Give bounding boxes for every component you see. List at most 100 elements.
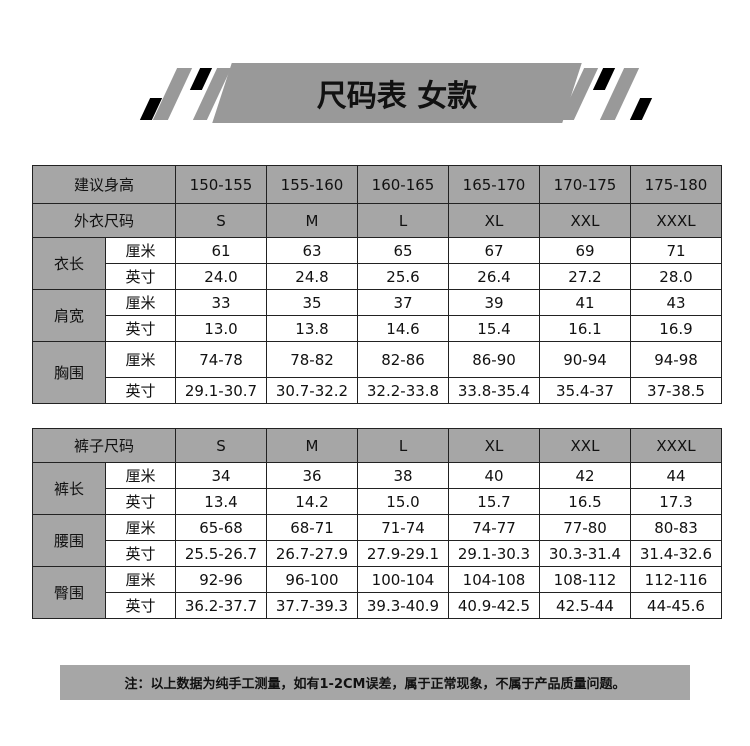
value-cell: 31.4-32.6 <box>630 540 722 567</box>
value-cell: 100-104 <box>357 566 449 593</box>
value-cell: 44-45.6 <box>630 592 722 619</box>
value-cell: 67 <box>448 237 540 264</box>
value-cell: 17.3 <box>630 488 722 515</box>
value-cell: 27.2 <box>539 263 631 290</box>
table-row: 衣长 厘米 61 63 65 67 69 71 <box>32 237 722 290</box>
unit-label: 厘米 <box>105 514 176 541</box>
measurement-name: 裤长 <box>32 462 106 515</box>
size-row: 外衣尺码 S M L XL XXL XXXL <box>32 203 722 238</box>
table-row: 肩宽 厘米 33 35 37 39 41 43 <box>32 289 722 342</box>
unit-label: 英寸 <box>105 377 176 404</box>
top-size-table: 建议身高 150-155 155-160 160-165 165-170 170-175 1… <box>32 165 722 404</box>
value-cell: 25.5-26.7 <box>175 540 267 567</box>
value-cell: 37-38.5 <box>630 377 722 404</box>
unit-label: 英寸 <box>105 540 176 567</box>
value-cell: 77-80 <box>539 514 631 541</box>
value-cell: 42.5-44 <box>539 592 631 619</box>
value-cell: 25.6 <box>357 263 449 290</box>
size-cell: XL <box>448 203 540 238</box>
page-title: 尺码表 女款 <box>316 79 478 114</box>
value-cell: 16.9 <box>630 315 722 342</box>
value-cell: 74-78 <box>175 341 267 378</box>
value-cell: 24.0 <box>175 263 267 290</box>
height-cell: 165-170 <box>448 165 540 204</box>
value-cell: 37 <box>357 289 449 316</box>
value-cell: 26.4 <box>448 263 540 290</box>
value-cell: 82-86 <box>357 341 449 378</box>
value-cell: 13.0 <box>175 315 267 342</box>
value-cell: 71 <box>630 237 722 264</box>
size-cell: XXL <box>539 203 631 238</box>
value-cell: 30.7-32.2 <box>266 377 358 404</box>
value-cell: 74-77 <box>448 514 540 541</box>
value-cell: 13.8 <box>266 315 358 342</box>
size-row: 裤子尺码 S M L XL XXL XXXL <box>32 428 722 463</box>
size-cell: M <box>266 203 358 238</box>
value-cell: 42 <box>539 462 631 489</box>
value-cell: 37.7-39.3 <box>266 592 358 619</box>
table-row: 胸围 厘米 74-78 78-82 82-86 86-90 90-94 94-98 <box>32 341 722 404</box>
value-cell: 108-112 <box>539 566 631 593</box>
unit-label: 英寸 <box>105 263 176 290</box>
row-label: 外衣尺码 <box>32 203 176 238</box>
value-cell: 65 <box>357 237 449 264</box>
size-cell: XXXL <box>630 203 722 238</box>
size-cell: L <box>357 203 449 238</box>
value-cell: 40 <box>448 462 540 489</box>
size-cell: S <box>175 428 267 463</box>
size-cell: XXL <box>539 428 631 463</box>
value-cell: 29.1-30.3 <box>448 540 540 567</box>
measurement-name: 臀围 <box>32 566 106 619</box>
unit-label: 厘米 <box>105 237 176 264</box>
value-cell: 86-90 <box>448 341 540 378</box>
table-row: 英寸 36.2-37.7 37.7-39.3 39.3-40.9 40.9-42.5 42… <box>33 592 722 619</box>
table-row: 英寸 24.0 24.8 25.6 26.4 27.2 28.0 <box>33 263 722 290</box>
measurement-name: 肩宽 <box>32 289 106 342</box>
value-cell: 112-116 <box>630 566 722 593</box>
measurement-name: 衣长 <box>32 237 106 290</box>
table-row: 英寸 13.0 13.8 14.6 15.4 16.1 16.9 <box>33 315 722 342</box>
value-cell: 26.7-27.9 <box>266 540 358 567</box>
value-cell: 41 <box>539 289 631 316</box>
value-cell: 35.4-37 <box>539 377 631 404</box>
value-cell: 71-74 <box>357 514 449 541</box>
table-row: 臀围 厘米 92-96 96-100 100-104 104-108 108-112 112-… <box>32 566 722 619</box>
value-cell: 13.4 <box>175 488 267 515</box>
value-cell: 78-82 <box>266 341 358 378</box>
value-cell: 33.8-35.4 <box>448 377 540 404</box>
value-cell: 32.2-33.8 <box>357 377 449 404</box>
height-cell: 150-155 <box>175 165 267 204</box>
value-cell: 16.5 <box>539 488 631 515</box>
table-row: 英寸 29.1-30.7 30.7-32.2 32.2-33.8 33.8-35.4 35… <box>33 377 722 404</box>
unit-label: 厘米 <box>105 566 176 593</box>
measurement-name: 腰围 <box>32 514 106 567</box>
value-cell: 43 <box>630 289 722 316</box>
row-label: 建议身高 <box>32 165 176 204</box>
value-cell: 24.8 <box>266 263 358 290</box>
row-label: 裤子尺码 <box>32 428 176 463</box>
value-cell: 80-83 <box>630 514 722 541</box>
value-cell: 28.0 <box>630 263 722 290</box>
unit-label: 英寸 <box>105 488 176 515</box>
value-cell: 94-98 <box>630 341 722 378</box>
value-cell: 69 <box>539 237 631 264</box>
value-cell: 65-68 <box>175 514 267 541</box>
measurement-note: 注：以上数据为纯手工测量，如有1-2CM误差，属于正常现象，不属于产品质量问题。 <box>60 665 690 700</box>
value-cell: 16.1 <box>539 315 631 342</box>
table-row: 英寸 25.5-26.7 26.7-27.9 27.9-29.1 29.1-30.3 30… <box>33 540 722 567</box>
unit-label: 厘米 <box>105 341 176 378</box>
value-cell: 35 <box>266 289 358 316</box>
value-cell: 15.4 <box>448 315 540 342</box>
size-cell: XL <box>448 428 540 463</box>
height-cell: 155-160 <box>266 165 358 204</box>
value-cell: 90-94 <box>539 341 631 378</box>
unit-label: 厘米 <box>105 289 176 316</box>
value-cell: 15.0 <box>357 488 449 515</box>
height-cell: 170-175 <box>539 165 631 204</box>
value-cell: 15.7 <box>448 488 540 515</box>
value-cell: 40.9-42.5 <box>448 592 540 619</box>
value-cell: 44 <box>630 462 722 489</box>
size-cell: M <box>266 428 358 463</box>
value-cell: 14.6 <box>357 315 449 342</box>
